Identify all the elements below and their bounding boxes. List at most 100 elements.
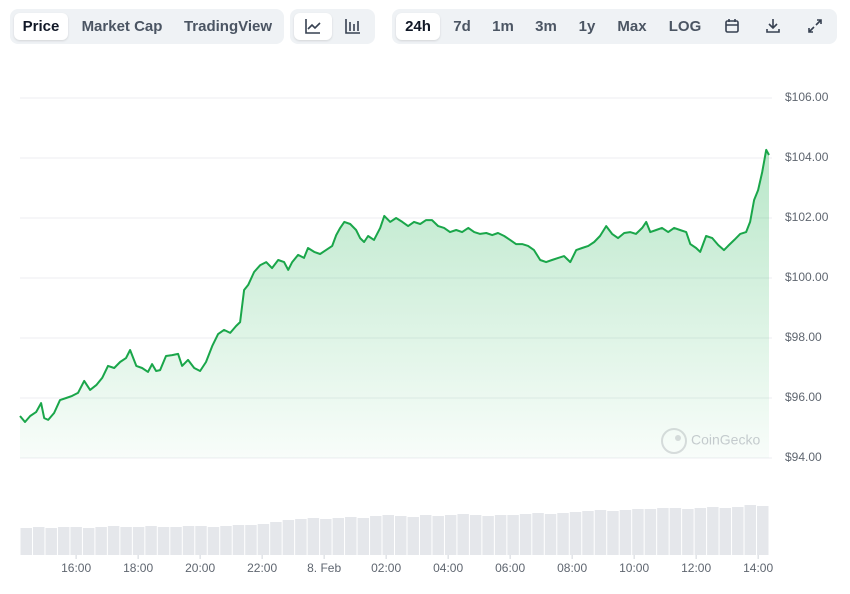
volume-bar [132,527,145,555]
volume-bar [232,525,245,555]
y-tick-label: $106.00 [785,90,829,104]
volume-bar [345,517,357,555]
watermark: CoinGecko [661,428,760,454]
volume-bar [45,528,57,555]
volume-bar [157,527,170,555]
volume-bar [107,526,120,555]
volume-bar [557,513,569,555]
volume-bar [444,515,457,555]
volume-bar [569,512,582,555]
range-button[interactable]: 3m [535,18,557,35]
volume-bar [544,514,557,555]
volume-bar [320,519,332,555]
expand-icon [808,19,822,33]
volume-bar [457,514,469,555]
y-tick-label: $104.00 [785,150,829,164]
volume-bar [295,519,307,555]
range-group [392,9,837,44]
view-button[interactable]: Market Cap [81,18,163,35]
price-area [20,149,769,458]
view-button[interactable]: TradingView [183,18,273,35]
volume-bar [332,518,345,555]
x-tick-label: 10:00 [619,561,649,575]
volume-bar [307,518,320,555]
watermark-text: CoinGecko [691,432,760,448]
volume-bar [757,506,769,555]
volume-bar [20,528,32,555]
price-line [19,148,770,423]
volume-bar [657,508,669,555]
volume-bar [694,508,707,555]
volume-bar [507,515,519,555]
volume-bar [719,508,732,555]
x-tick-label: 08:00 [557,561,587,575]
volume-bar [95,527,107,555]
volume-bar [57,527,70,555]
volume-bar [257,524,270,555]
x-tick-label: 18:00 [123,561,153,575]
x-tick-label: 12:00 [681,561,711,575]
log-button[interactable]: LOG [668,18,702,35]
view-button[interactable]: Price [14,13,68,40]
volume-bar [395,516,407,555]
x-tick-label: 06:00 [495,561,525,575]
download-icon [766,19,780,33]
volume-bar [644,509,657,555]
volume-bar [619,510,632,555]
x-tick-label: 04:00 [433,561,463,575]
volume-bar [732,507,744,555]
range-button[interactable]: 1y [578,18,596,35]
volume-bar [145,526,157,555]
volume-bar [594,510,607,555]
volume-bar [82,528,95,555]
volume-bar [744,505,757,555]
volume-bar [607,511,619,555]
volume-bar [282,520,295,555]
volume-bar [632,509,644,555]
volume-bar [220,526,232,555]
volume-bar [70,527,82,555]
volume-bar [32,527,45,555]
download-button[interactable] [755,13,791,40]
range-button[interactable]: Max [617,18,647,35]
y-tick-label: $100.00 [785,270,829,284]
volume-bar [669,508,682,555]
line-icon [305,19,321,34]
volume-bar [382,515,394,555]
volume-bar [682,509,694,555]
calendar-icon [725,19,739,33]
volume-bar [370,516,382,555]
line-chart-button[interactable] [294,13,332,40]
x-tick-label: 14:00 [743,561,773,575]
volume-bar [170,527,182,555]
volume-bar [419,515,432,555]
candle-chart-button[interactable] [335,13,371,40]
range-button[interactable]: 24h [396,13,440,40]
range-button[interactable]: 7d [453,18,471,35]
volume-bar [207,527,220,555]
candle-icon [345,19,360,34]
volume-bar [469,515,482,555]
volume-bar [482,516,494,555]
y-tick-label: $94.00 [785,450,822,464]
volume-bar [407,517,419,555]
volume-bar [182,526,195,555]
range-button[interactable]: 1m [492,18,514,35]
volume-bar [582,511,594,555]
volume-bar [195,526,207,555]
expand-button[interactable] [797,13,833,40]
volume-bar [120,527,132,555]
calendar-button[interactable] [714,13,750,40]
volume-bar [519,514,532,555]
x-tick-label: 22:00 [247,561,277,575]
x-tick-label: 02:00 [371,561,401,575]
volume-bar [532,513,544,555]
x-tick-label: 20:00 [185,561,215,575]
y-tick-label: $102.00 [785,210,829,224]
volume-bar [245,525,257,555]
volume-bar [270,522,282,555]
volume-bar [707,507,719,555]
y-tick-label: $98.00 [785,330,822,344]
